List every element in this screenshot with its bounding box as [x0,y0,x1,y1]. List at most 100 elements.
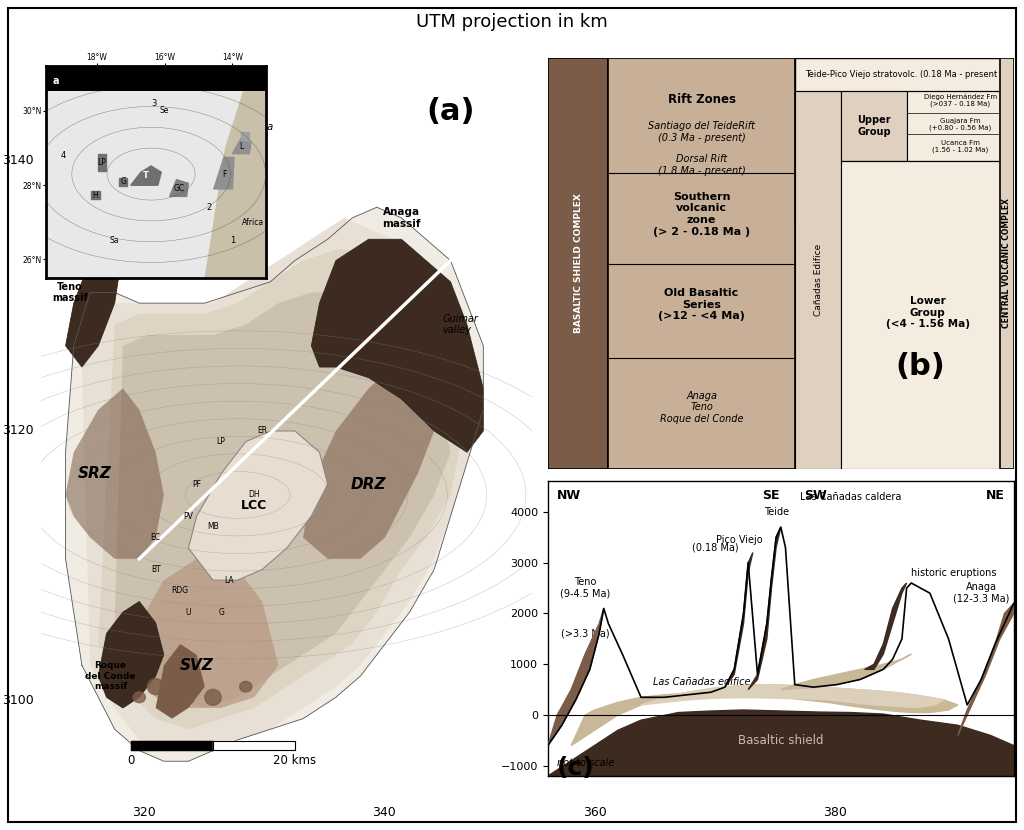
Text: Teno
(9-4.5 Ma): Teno (9-4.5 Ma) [560,577,610,598]
Text: G: G [218,608,224,617]
Text: 380: 380 [823,805,847,818]
Text: F: F [223,169,227,178]
Text: GC: GC [173,183,184,193]
Text: Southern
volcanic
zone
(> 2 - 0.18 Ma ): Southern volcanic zone (> 2 - 0.18 Ma ) [653,192,751,237]
Text: Guajara Fm
(+0.80 - 0.56 Ma): Guajara Fm (+0.80 - 0.56 Ma) [929,118,991,131]
Text: Orotava
valley: Orotava valley [234,122,273,144]
Text: 3: 3 [152,99,157,108]
Text: NE: NE [985,489,1005,502]
Text: LCC: LCC [241,499,267,512]
Bar [842,161,1014,469]
Bar [795,58,1014,222]
Text: ER: ER [257,427,267,436]
Text: NW: NW [557,489,582,502]
Text: Sa: Sa [110,237,119,246]
Polygon shape [156,644,205,719]
Text: Basaltic shield: Basaltic shield [738,734,823,747]
Text: Cañadas Edifice: Cañadas Edifice [814,244,822,316]
Text: 1: 1 [229,237,234,246]
Text: a: a [53,76,59,86]
Text: G: G [121,178,126,187]
Bar [842,91,906,161]
Text: Pico Viejo: Pico Viejo [716,535,762,545]
Polygon shape [188,431,328,580]
Ellipse shape [205,690,221,706]
Polygon shape [548,710,1014,776]
Polygon shape [232,139,251,154]
Bar [999,58,1014,469]
Text: RDG: RDG [172,586,188,595]
Text: Old Basaltic
Series
(>12 - <4 Ma): Old Basaltic Series (>12 - <4 Ma) [658,288,745,321]
Polygon shape [66,208,483,761]
Text: 340: 340 [372,805,396,818]
Text: not to scale: not to scale [557,759,614,769]
Text: Upper
Group: Upper Group [857,115,891,137]
Text: 360: 360 [583,805,607,818]
Text: BASALTIC SHIELD COMPLEX: BASALTIC SHIELD COMPLEX [573,193,583,334]
Text: H: H [92,191,98,200]
Text: Santiago del TeideRift
(0.3 Ma - present): Santiago del TeideRift (0.3 Ma - present… [648,121,755,143]
Text: Dorsal Rift
(1.8 Ma - present): Dorsal Rift (1.8 Ma - present) [657,154,745,176]
Ellipse shape [240,681,252,692]
Text: LP: LP [217,437,225,447]
Polygon shape [864,583,906,669]
Text: LA: LA [224,576,234,584]
Text: historic eruptions: historic eruptions [911,568,996,578]
Polygon shape [303,367,434,559]
Ellipse shape [147,679,164,695]
Text: 2: 2 [206,203,211,212]
Text: Las Cañadas edifice: Las Cañadas edifice [653,677,751,687]
Polygon shape [205,74,266,278]
Text: Las Cañadas caldera: Las Cañadas caldera [800,491,901,501]
Text: DH: DH [248,491,260,500]
Text: CENTRAL VOLCANIC COMPLEX: CENTRAL VOLCANIC COMPLEX [1002,198,1012,329]
Text: Tigaiga
massif: Tigaiga massif [162,122,199,144]
Polygon shape [91,191,100,199]
Text: (b): (b) [896,352,945,381]
Text: 20 kms: 20 kms [273,754,316,767]
Text: UTM projection in km: UTM projection in km [416,13,608,31]
Bar [906,91,1014,161]
Polygon shape [119,178,127,186]
Text: EC: EC [151,533,161,542]
Polygon shape [571,685,957,745]
Text: SW: SW [804,489,826,502]
Polygon shape [214,158,234,189]
Text: Anaga
Teno
Roque del Conde: Anaga Teno Roque del Conde [659,391,743,424]
Polygon shape [170,179,188,197]
Text: Ucanca Fm
(1.56 - 1.02 Ma): Ucanca Fm (1.56 - 1.02 Ma) [932,139,988,154]
Text: Africa: Africa [242,217,264,227]
Polygon shape [749,527,780,690]
Polygon shape [548,608,604,745]
Text: 3120: 3120 [2,423,34,437]
Ellipse shape [133,692,145,703]
Polygon shape [97,154,106,171]
Text: SRZ: SRZ [78,466,111,481]
Text: 4: 4 [60,151,66,160]
Polygon shape [66,388,164,559]
Bar [795,91,842,469]
Text: (a): (a) [426,97,475,126]
Text: T: T [143,172,148,180]
Text: Anaga
(12-3.3 Ma): Anaga (12-3.3 Ma) [953,582,1010,603]
Text: BT: BT [151,565,161,574]
Text: Se: Se [160,106,169,115]
Polygon shape [725,553,753,687]
Text: SE: SE [762,489,779,502]
Text: 320: 320 [132,805,156,818]
Polygon shape [98,602,164,708]
Bar [548,58,608,469]
Text: U: U [185,608,191,617]
Text: MB: MB [207,522,219,531]
Bar [46,66,266,90]
Text: Anaga
massif: Anaga massif [382,208,421,229]
Text: (0.18 Ma): (0.18 Ma) [692,543,739,553]
Polygon shape [123,559,279,708]
Text: LP: LP [97,158,106,167]
Polygon shape [82,218,483,750]
Polygon shape [66,218,123,367]
Text: L: L [240,142,244,151]
Text: 3100: 3100 [2,694,34,706]
Text: Rift Zones: Rift Zones [668,93,735,105]
Text: (c): (c) [557,756,595,780]
